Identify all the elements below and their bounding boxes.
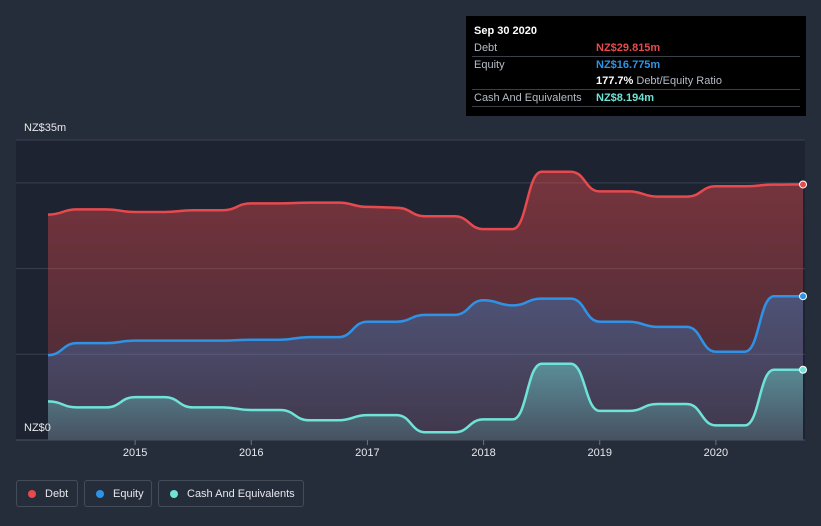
y-axis-min-label: NZ$0: [24, 422, 51, 434]
legend-item-debt[interactable]: Debt: [16, 480, 78, 507]
area-cash: [48, 363, 803, 440]
x-tick-label-2019: 2019: [587, 447, 611, 459]
legend-dot-cash: [170, 490, 178, 498]
end-point-cash: [799, 365, 807, 374]
x-tick-label-2018: 2018: [471, 447, 495, 459]
legend-dot-equity: [96, 490, 104, 498]
tooltip-ratio-value: 177.7%: [596, 75, 634, 87]
series-line-debt: [47, 170, 804, 231]
tooltip-label-cash: Cash And Equivalents: [474, 92, 582, 104]
series-line-equity: [47, 294, 804, 357]
tooltip-row-equity: Equity NZ$16.775m: [466, 57, 800, 74]
legend-label-cash: Cash And Equivalents: [187, 488, 295, 500]
tooltip-value-cash: NZ$8.194m: [596, 92, 655, 104]
legend-dot-debt: [28, 490, 36, 498]
tooltip-ratio: 177.7% Debt/Equity Ratio: [596, 75, 722, 87]
x-tick-label-2017: 2017: [355, 447, 379, 459]
legend-item-equity[interactable]: Equity: [84, 480, 152, 507]
legend-item-cash[interactable]: Cash And Equivalents: [158, 480, 304, 507]
tooltip-ratio-label: Debt/Equity Ratio: [636, 75, 722, 87]
tooltip-label-equity: Equity: [474, 59, 505, 71]
tooltip-value-equity: NZ$16.775m: [596, 59, 661, 71]
series-line-cash: [47, 362, 803, 434]
legend-label-debt: Debt: [45, 488, 69, 500]
tooltip-label-debt: Debt: [474, 42, 498, 54]
tooltip-value-debt: NZ$29.815m: [596, 42, 661, 54]
tooltip-row-debt: Debt NZ$29.815m: [466, 40, 800, 57]
area-equity: [48, 296, 803, 440]
tooltip-panel: Sep 30 2020 Debt NZ$29.815m Equity NZ$16…: [466, 16, 806, 116]
x-tick-label-2020: 2020: [704, 447, 728, 459]
tooltip-row-cash: Cash And Equivalents NZ$8.194m: [466, 90, 800, 107]
x-tick-label-2016: 2016: [239, 447, 263, 459]
tooltip-row-ratio: 177.7% Debt/Equity Ratio: [466, 73, 800, 90]
tooltip-date: Sep 30 2020: [474, 25, 537, 37]
end-point-debt: [799, 180, 807, 189]
x-tick-label-2015: 2015: [123, 447, 147, 459]
y-axis-max-label: NZ$35m: [24, 122, 67, 134]
end-point-equity: [799, 292, 807, 301]
legend-label-equity: Equity: [113, 488, 144, 500]
